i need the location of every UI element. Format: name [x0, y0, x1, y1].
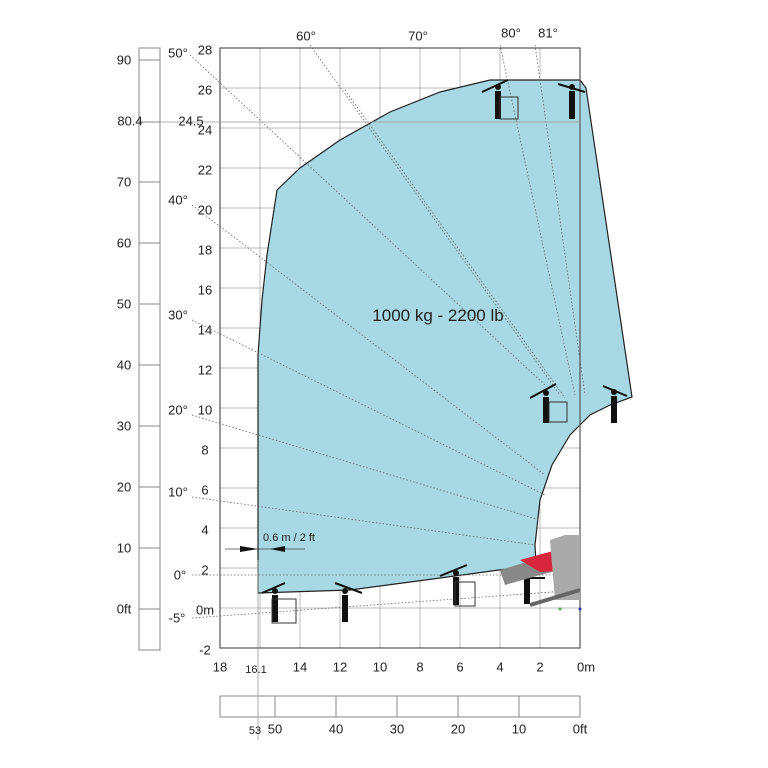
basket-icon	[548, 401, 568, 423]
angle-line	[191, 319, 546, 496]
angle-lines	[189, 44, 586, 619]
angle-line	[309, 44, 561, 396]
height-marker-ft-label: 80.4	[117, 113, 143, 129]
y-axis-tick-label: 0m	[195, 602, 215, 618]
y-axis-tick-label: 16	[197, 282, 213, 298]
angle-line	[191, 204, 546, 476]
ft-height-label: 10	[116, 540, 132, 556]
y-axis-tick-label: 14	[197, 322, 213, 338]
height-marker-label: 24.5	[178, 113, 204, 129]
ft-reach-label: 40	[328, 721, 344, 737]
angle-label: 0°	[173, 567, 187, 583]
angle-label: 40°	[168, 192, 188, 208]
ft-height-label: 70	[116, 174, 132, 190]
angle-line	[499, 44, 576, 396]
x-axis-tick-label: 18	[212, 659, 228, 675]
angle-line	[191, 589, 581, 619]
telehandler-machine	[500, 535, 582, 611]
load-capacity-label: 1000 kg - 2200 lb	[372, 306, 504, 325]
y-axis-tick-label: 2	[201, 562, 209, 578]
x-axis-tick-label: 14	[292, 659, 308, 675]
ft-reach-label: 10	[511, 721, 527, 737]
y-axis-tick-label: 22	[197, 162, 213, 178]
y-axis-tick-label: 6	[201, 482, 209, 498]
angle-label: 80°	[501, 25, 521, 41]
y-axis-tick-label: 12	[197, 362, 213, 378]
platform-figures	[261, 79, 628, 624]
y-axis-tick-label: 24	[197, 122, 213, 138]
ft-reach-label: 50	[267, 721, 283, 737]
angle-label: 60°	[296, 28, 316, 44]
chart-frame	[219, 47, 581, 649]
angle-label: 10°	[168, 484, 188, 500]
angle-label: 70°	[408, 28, 428, 44]
reach-marker-ft-label: 53	[248, 725, 262, 737]
offset-label: 0.6 m / 2 ft	[263, 532, 315, 544]
y-axis-tick-label: 28	[197, 42, 213, 58]
feet-reach-scale[interactable]	[219, 695, 581, 718]
person-icon	[334, 582, 363, 622]
ft-reach-label: 30	[389, 721, 405, 737]
ft-height-label: 40	[116, 357, 132, 373]
ft-height-label: 20	[116, 479, 132, 495]
x-axis-tick-label: 0m	[576, 659, 596, 675]
person-icon	[261, 582, 286, 622]
basket-icon	[271, 598, 297, 624]
ft-height-label: 60	[116, 235, 132, 251]
feet-reach-ticks	[274, 696, 581, 717]
ft-reach-label: 0ft	[572, 721, 588, 737]
feet-height-scale[interactable]	[138, 47, 161, 651]
angle-label: 20°	[168, 402, 188, 418]
y-axis-tick-label: 20	[197, 202, 213, 218]
ft-height-label: 90	[116, 52, 132, 68]
y-axis-tick-label: 10	[197, 402, 213, 418]
x-axis-tick-label: 2	[536, 659, 544, 675]
feet-height-ticks	[139, 59, 160, 610]
y-axis-tick-label: 26	[197, 82, 213, 98]
person-icon	[481, 79, 509, 119]
ft-height-label: 50	[116, 296, 132, 312]
y-axis-tick-label: 18	[197, 242, 213, 258]
angle-label: 81°	[538, 25, 558, 41]
y-axis-tick-label: 4	[201, 522, 209, 538]
working-envelope	[257, 79, 633, 594]
angle-label: -5°	[168, 610, 186, 626]
angle-line	[534, 44, 586, 396]
person-icon	[602, 385, 628, 423]
angle-line	[191, 414, 541, 521]
x-axis-tick-label: 12	[332, 659, 348, 675]
offset-arrow	[225, 546, 305, 552]
y-axis-tick-label: 8	[201, 442, 209, 458]
basket-icon	[499, 96, 519, 120]
x-axis-tick-label: 6	[456, 659, 464, 675]
person-icon	[557, 83, 586, 119]
ft-height-label: 0ft	[116, 601, 132, 617]
angle-line	[344, 89, 566, 399]
ft-reach-label: 20	[450, 721, 466, 737]
y-axis-tick-label: -2	[199, 642, 211, 658]
reach-marker-label: 16.1	[245, 664, 267, 676]
person-icon	[529, 383, 557, 423]
angle-label: 30°	[168, 307, 188, 323]
x-axis-tick-label: 8	[416, 659, 424, 675]
angle-label: 50°	[168, 45, 188, 61]
angle-line	[189, 54, 546, 386]
basket-icon	[454, 581, 476, 607]
x-axis-tick-label: 10	[372, 659, 388, 675]
ft-height-label: 30	[116, 418, 132, 434]
person-icon	[439, 564, 468, 605]
x-axis-tick-label: 4	[496, 659, 504, 675]
